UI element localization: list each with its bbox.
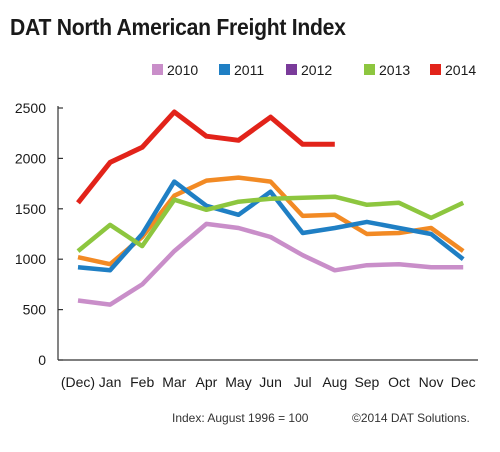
index-footnote: Index: August 1996 = 100 <box>172 411 309 425</box>
legend-label: 2014 <box>445 62 476 78</box>
y-tick-label: 0 <box>38 352 46 368</box>
y-tick-label: 1500 <box>15 201 46 217</box>
legend-swatch <box>286 64 297 75</box>
chart-title: DAT North American Freight Index <box>10 14 346 40</box>
legend-swatch <box>430 64 441 75</box>
y-tick-label: 2500 <box>15 100 46 116</box>
x-tick-label: Jan <box>99 374 122 390</box>
y-tick-label: 500 <box>23 302 47 318</box>
x-tick-label: Sep <box>354 374 379 390</box>
legend-label: 2011 <box>234 62 264 78</box>
legend-label: 2010 <box>167 62 198 78</box>
y-tick-label: 1000 <box>15 251 46 267</box>
y-axis-ticks: 0 500 1000 1500 2000 2500 <box>15 100 63 368</box>
series-line-2011 <box>77 179 465 273</box>
legend-swatch <box>364 64 375 75</box>
x-tick-label: May <box>225 374 251 390</box>
legend-swatch <box>152 64 163 75</box>
legend-label: 2012 <box>301 62 332 78</box>
x-tick-label: Mar <box>162 374 186 390</box>
series-lines <box>76 109 465 307</box>
x-tick-label: Aug <box>322 374 347 390</box>
x-tick-label: Jun <box>259 374 282 390</box>
legend-label: 2013 <box>379 62 410 78</box>
x-tick-label: Oct <box>388 374 410 390</box>
x-axis-ticks: (Dec) Jan Feb Mar Apr May Jun Jul Aug Sep Oct Nov De… <box>61 374 476 390</box>
x-tick-label: Apr <box>196 374 218 390</box>
y-tick-label: 2000 <box>15 150 46 166</box>
legend-swatch <box>219 64 230 75</box>
x-tick-label: Jul <box>294 374 312 390</box>
series-line-2013 <box>76 194 465 253</box>
series-line-2010 <box>77 221 464 307</box>
x-tick-label: (Dec) <box>61 374 95 390</box>
x-tick-label: Feb <box>130 374 154 390</box>
legend: 2010 2011 2012 2013 2014 <box>152 62 476 78</box>
axes <box>57 106 478 361</box>
copyright-note: ©2014 DAT Solutions. <box>352 411 470 425</box>
x-tick-label: Dec <box>451 374 476 390</box>
x-tick-label: Nov <box>419 374 444 390</box>
series-line-2014 <box>76 109 335 205</box>
